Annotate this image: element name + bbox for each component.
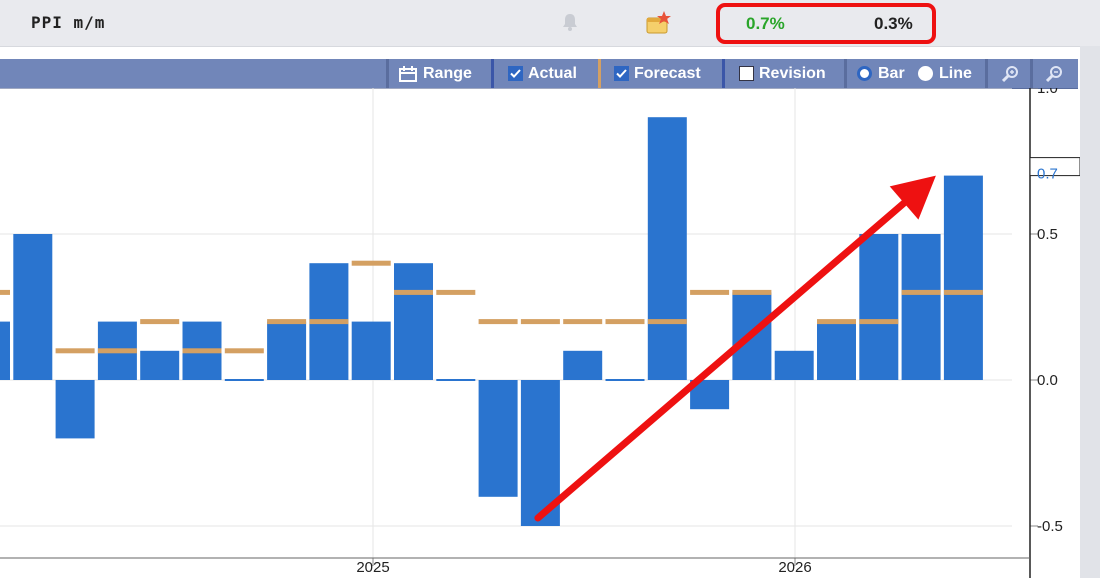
forecast-marker[interactable] <box>817 319 856 325</box>
bell-icon[interactable] <box>560 12 580 32</box>
actual-bar[interactable] <box>817 321 856 380</box>
forecast-marker[interactable] <box>224 348 264 354</box>
arrow-head <box>889 175 936 220</box>
zoom-in-icon <box>1002 65 1018 82</box>
x-tick-label: 2026 <box>778 559 811 576</box>
actual-bars <box>0 117 983 526</box>
arrow-shaft <box>534 199 908 522</box>
actual-check-icon <box>508 66 523 81</box>
toolbar-divider <box>491 59 494 88</box>
line-label: Line <box>939 64 972 82</box>
actual-bar[interactable] <box>0 321 10 380</box>
y-tick-label: 0.0 <box>1037 372 1058 389</box>
revision-check-icon <box>739 66 754 81</box>
bar-label: Bar <box>878 64 905 82</box>
zoom-in-button[interactable] <box>1002 59 1020 88</box>
forecast-marker[interactable] <box>943 289 983 295</box>
actual-bar[interactable] <box>351 321 391 380</box>
range-button[interactable]: Range <box>399 59 472 88</box>
y-tick-label: -0.5 <box>1037 518 1063 535</box>
forecast-marker[interactable] <box>901 289 941 295</box>
forecast-marker[interactable] <box>140 319 180 325</box>
forecast-checkbox[interactable]: Forecast <box>614 59 701 88</box>
zoom-out-button[interactable] <box>1046 59 1064 88</box>
actual-bar[interactable] <box>13 234 53 380</box>
y-tick-label: 1.0 <box>1037 88 1058 97</box>
actual-bar[interactable] <box>140 350 180 380</box>
actual-bar[interactable] <box>943 175 983 380</box>
actual-bar[interactable] <box>901 234 941 380</box>
highlight-annotation-box <box>716 3 936 44</box>
y-highlight-label: 0.7 <box>1037 166 1058 183</box>
event-star-icon[interactable] <box>645 10 671 36</box>
actual-bar[interactable] <box>647 117 687 380</box>
actual-checkbox[interactable]: Actual <box>508 59 577 88</box>
y-tick-label: 0.5 <box>1037 226 1058 243</box>
forecast-check-icon <box>614 66 629 81</box>
forecast-marker[interactable] <box>436 289 476 295</box>
actual-bar[interactable] <box>859 234 899 380</box>
forecast-label: Forecast <box>634 64 701 82</box>
toolbar-divider <box>985 59 988 88</box>
forecast-marker[interactable] <box>182 348 222 354</box>
forecast-value: 0.3% <box>874 14 913 33</box>
forecast-marker[interactable] <box>0 289 10 295</box>
range-label: Range <box>423 64 472 82</box>
chart-area: 1.0 0.5 0.0 -0.5 0.7 2025 2026 <box>0 88 1080 578</box>
forecast-marker[interactable] <box>859 319 899 325</box>
bar-radio-icon <box>857 66 872 81</box>
y-highlight-box <box>1029 157 1080 177</box>
calendar-icon <box>399 65 417 82</box>
bar-radio[interactable]: Bar <box>857 59 905 88</box>
forecast-marker[interactable] <box>690 289 730 295</box>
forecast-marker[interactable] <box>520 319 560 325</box>
forecast-marker[interactable] <box>394 289 433 295</box>
actual-bar[interactable] <box>478 380 518 497</box>
zoom-out-icon <box>1046 65 1062 82</box>
forecast-marker[interactable] <box>351 260 391 266</box>
actual-bar[interactable] <box>394 263 433 380</box>
actual-bar[interactable] <box>55 380 95 439</box>
forecast-markers <box>0 260 983 354</box>
indicator-title[interactable]: PPI m/m <box>31 13 106 32</box>
y-axis: 1.0 0.5 0.0 -0.5 0.7 <box>1029 88 1080 578</box>
revision-label: Revision <box>759 64 826 82</box>
forecast-marker[interactable] <box>267 319 307 325</box>
x-tick-label: 2025 <box>356 559 389 576</box>
actual-value: 0.7% <box>746 14 785 33</box>
actual-bar[interactable] <box>774 350 814 380</box>
forecast-marker[interactable] <box>55 348 95 354</box>
forecast-marker[interactable] <box>309 319 349 325</box>
toolbar-divider <box>722 59 725 88</box>
forecast-marker[interactable] <box>563 319 603 325</box>
revision-checkbox[interactable]: Revision <box>739 59 826 88</box>
scrollbar[interactable] <box>1080 46 1100 578</box>
forecast-marker[interactable] <box>97 348 137 354</box>
forecast-marker[interactable] <box>732 289 772 295</box>
forecast-marker[interactable] <box>605 319 645 325</box>
actual-label: Actual <box>528 64 577 82</box>
toolbar-divider <box>386 59 389 88</box>
line-radio-icon <box>918 66 933 81</box>
toolbar-divider <box>1030 59 1033 88</box>
toolbar-divider <box>844 59 847 88</box>
actual-bar[interactable] <box>563 350 603 380</box>
actual-bar[interactable] <box>267 321 307 380</box>
indicator-header-row: PPI m/m 0.7% 0.3% <box>0 0 1100 47</box>
red-trend-arrow <box>534 175 936 522</box>
forecast-marker[interactable] <box>647 319 687 325</box>
actual-bar[interactable] <box>605 379 645 381</box>
toolbar-divider <box>598 59 601 88</box>
forecast-marker[interactable] <box>478 319 518 325</box>
x-axis: 2025 2026 <box>0 557 1030 576</box>
line-radio[interactable]: Line <box>918 59 972 88</box>
chart-toolbar: Range Actual Forecast Revision Bar Line <box>0 59 1078 89</box>
actual-bar[interactable] <box>436 379 476 381</box>
actual-bar[interactable] <box>224 379 264 381</box>
